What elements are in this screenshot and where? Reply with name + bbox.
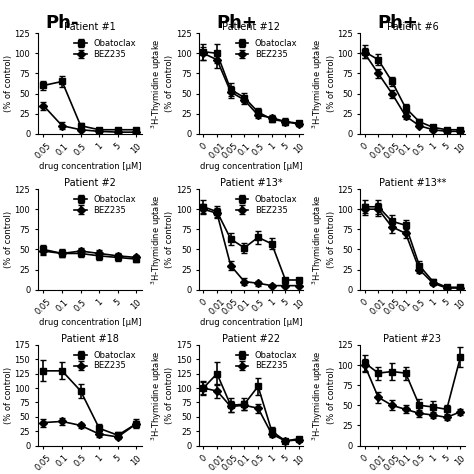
Text: Ph+: Ph+	[217, 14, 257, 32]
X-axis label: drug concentration [μM]: drug concentration [μM]	[39, 162, 141, 171]
Legend: Obatoclax, BEZ235: Obatoclax, BEZ235	[73, 349, 138, 372]
Y-axis label: $^3$H-Thymidine uptake
(% of control): $^3$H-Thymidine uptake (% of control)	[150, 38, 174, 129]
Title: Patient #23: Patient #23	[383, 334, 441, 344]
Y-axis label: $^3$H-Thymidine uptake
(% of control): $^3$H-Thymidine uptake (% of control)	[311, 38, 336, 129]
Y-axis label: $^3$H-Thymidine uptake
(% of control): $^3$H-Thymidine uptake (% of control)	[0, 350, 13, 441]
Title: Patient #1: Patient #1	[64, 22, 116, 32]
Title: Patient #6: Patient #6	[387, 22, 438, 32]
Title: Patient #22: Patient #22	[222, 334, 280, 344]
Y-axis label: $^3$H-Thymidine uptake
(% of control): $^3$H-Thymidine uptake (% of control)	[0, 38, 13, 129]
X-axis label: drug concentration [μM]: drug concentration [μM]	[200, 318, 302, 327]
Title: Patient #13**: Patient #13**	[379, 178, 446, 188]
Y-axis label: $^3$H-Thymidine uptake
(% of control): $^3$H-Thymidine uptake (% of control)	[311, 350, 336, 441]
Legend: Obatoclax, BEZ235: Obatoclax, BEZ235	[234, 193, 299, 216]
Title: Patient #18: Patient #18	[61, 334, 119, 344]
Y-axis label: $^3$H-Thymidine uptake
(% of control): $^3$H-Thymidine uptake (% of control)	[150, 194, 174, 285]
Legend: Obatoclax, BEZ235: Obatoclax, BEZ235	[234, 349, 299, 372]
Y-axis label: $^3$H-Thymidine uptake
(% of control): $^3$H-Thymidine uptake (% of control)	[0, 194, 13, 285]
X-axis label: drug concentration [μM]: drug concentration [μM]	[200, 162, 302, 171]
Y-axis label: $^3$H-Thymidine uptake
(% of control): $^3$H-Thymidine uptake (% of control)	[311, 194, 336, 285]
X-axis label: drug concentration [μM]: drug concentration [μM]	[39, 318, 141, 327]
Legend: Obatoclax, BEZ235: Obatoclax, BEZ235	[73, 193, 138, 216]
Legend: Obatoclax, BEZ235: Obatoclax, BEZ235	[234, 37, 299, 60]
Title: Patient #2: Patient #2	[64, 178, 116, 188]
Title: Patient #13*: Patient #13*	[220, 178, 283, 188]
Text: Ph+: Ph+	[378, 14, 419, 32]
Y-axis label: $^3$H-Thymidine uptake
(% of control): $^3$H-Thymidine uptake (% of control)	[149, 350, 174, 441]
Text: Ph-: Ph-	[45, 14, 78, 32]
Title: Patient #12: Patient #12	[222, 22, 280, 32]
Legend: Obatoclax, BEZ235: Obatoclax, BEZ235	[73, 37, 138, 60]
